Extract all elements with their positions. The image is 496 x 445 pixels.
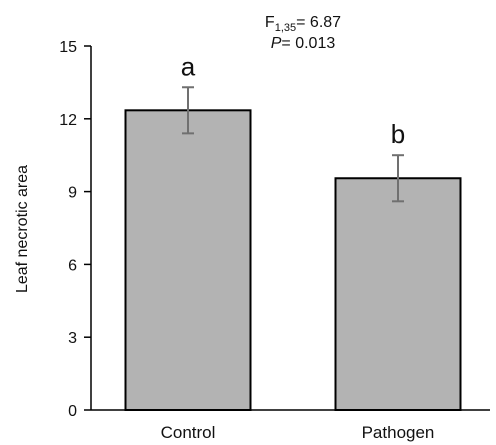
y-tick-label: 12 bbox=[59, 112, 77, 129]
plot-area: 0 3 6 9 12 15 a Control b Pathogen bbox=[59, 39, 490, 442]
stats-f-subscript: 1,35 bbox=[275, 22, 296, 34]
y-tick-label: 15 bbox=[59, 39, 77, 56]
bar-control bbox=[124, 109, 252, 411]
stats-p-line: P= 0.013 bbox=[271, 35, 336, 52]
y-tick-label: 9 bbox=[68, 185, 77, 202]
bar-pathogen bbox=[334, 177, 462, 411]
y-axis-title: Leaf necrotic area bbox=[14, 165, 31, 293]
stats-f-label: F bbox=[265, 14, 275, 31]
stats-p-value: = 0.013 bbox=[281, 35, 335, 52]
stats-f-line: F1,35= 6.87 bbox=[265, 14, 341, 34]
significance-letter: b bbox=[391, 119, 405, 149]
y-tick-label: 3 bbox=[68, 330, 77, 347]
category-label: Pathogen bbox=[362, 423, 435, 442]
stats-p-label: P bbox=[271, 35, 282, 52]
category-label: Control bbox=[161, 423, 216, 442]
stats-f-value: = 6.87 bbox=[296, 14, 341, 31]
y-tick-label: 0 bbox=[68, 403, 77, 420]
significance-letter: a bbox=[181, 51, 196, 81]
y-tick-label: 6 bbox=[68, 257, 77, 274]
